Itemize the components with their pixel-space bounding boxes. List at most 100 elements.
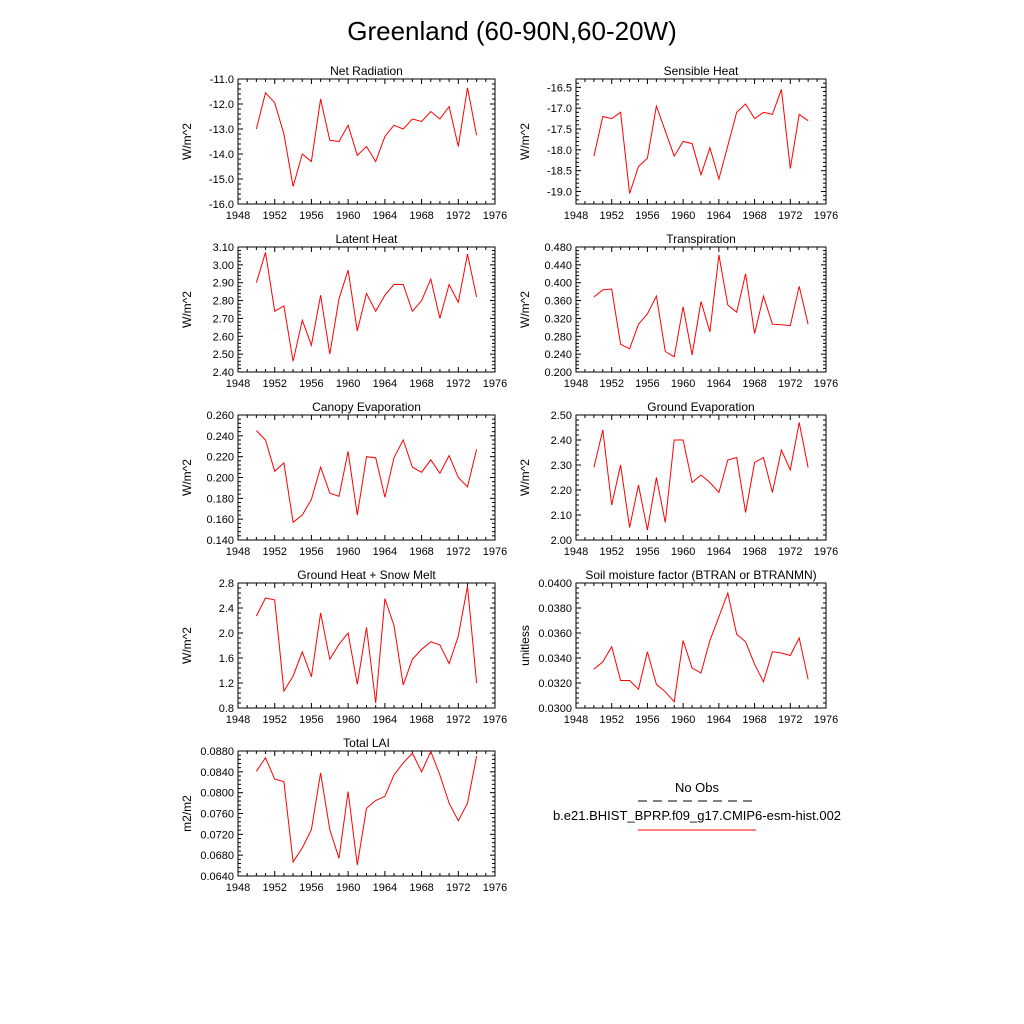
x-tick-label: 1960 xyxy=(671,210,695,222)
y-tick-label: 0.0800 xyxy=(200,788,234,800)
x-tick-label: 1976 xyxy=(483,546,507,558)
x-tick-label: 1964 xyxy=(707,546,731,558)
x-tick-label: 1964 xyxy=(373,714,397,726)
series-line xyxy=(593,254,809,358)
y-tick-label: 2.8 xyxy=(219,578,234,590)
x-tick-label: 1956 xyxy=(299,714,323,726)
y-tick-label: 1.6 xyxy=(219,653,234,665)
x-tick-label: 1964 xyxy=(373,378,397,390)
x-tick-label: 1964 xyxy=(707,210,731,222)
x-tick-label: 1968 xyxy=(742,210,766,222)
panel-title: Sensible Heat xyxy=(664,64,739,78)
y-tick-label: 2.20 xyxy=(551,485,572,497)
y-tick-label: 0.0720 xyxy=(200,829,234,841)
x-tick-label: 1968 xyxy=(409,378,433,390)
x-tick-label: 1952 xyxy=(262,714,286,726)
x-tick-label: 1956 xyxy=(299,546,323,558)
x-tick-label: 1952 xyxy=(262,210,286,222)
panel-total-lai: Total LAI m2/m2 1948 1952 1956 1960 1964 1968 19… xyxy=(180,736,507,894)
y-tick-label: 0.360 xyxy=(544,296,572,308)
x-tick-label: 1964 xyxy=(707,378,731,390)
x-tick-label: 1968 xyxy=(742,378,766,390)
y-tick-label: -11.0 xyxy=(210,74,234,86)
legend-label-model-run: b.e21.BHIST_BPRP.f09_g17.CMIP6-esm-hist.… xyxy=(553,808,841,823)
x-tick-label: 1952 xyxy=(262,882,286,894)
series-line xyxy=(593,591,809,703)
series-line xyxy=(255,87,478,187)
x-tick-label: 1960 xyxy=(671,546,695,558)
x-tick-label: 1976 xyxy=(483,714,507,726)
x-tick-label: 1948 xyxy=(564,714,588,726)
y-tick-label: 0.0640 xyxy=(200,871,234,883)
y-tick-label: 0.200 xyxy=(544,367,572,379)
x-tick-label: 1956 xyxy=(635,714,659,726)
x-tick-label: 1976 xyxy=(814,378,838,390)
x-tick-label: 1956 xyxy=(299,378,323,390)
y-tick-label: 3.00 xyxy=(213,260,234,272)
series-line xyxy=(255,586,478,704)
panel-title: Transpiration xyxy=(666,232,736,246)
series-line xyxy=(256,430,478,524)
panel-soil-moisture-factor-btran-or-btranmn: Soil moisture factor (BTRAN or BTRANMN) u… xyxy=(518,568,838,726)
x-tick-label: 1976 xyxy=(814,210,838,222)
x-tick-label: 1956 xyxy=(299,210,323,222)
panel-title: Total LAI xyxy=(343,736,390,750)
x-tick-label: 1960 xyxy=(671,714,695,726)
y-tick-label: -16.5 xyxy=(547,82,572,94)
x-tick-label: 1948 xyxy=(226,210,250,222)
series-line xyxy=(593,422,809,531)
y-tick-label: 0.8 xyxy=(219,703,234,715)
panel-canopy-evaporation: Canopy Evaporation W/m^2 1948 1952 1956 1960 1… xyxy=(180,400,507,558)
y-tick-label: -16.0 xyxy=(209,199,234,211)
x-tick-label: 1964 xyxy=(373,546,397,558)
x-tick-label: 1976 xyxy=(814,546,838,558)
x-tick-label: 1948 xyxy=(564,210,588,222)
y-axis-label: W/m^2 xyxy=(518,123,532,160)
x-tick-label: 1952 xyxy=(262,378,286,390)
legend-label-no-obs: No Obs xyxy=(675,780,720,795)
x-tick-label: 1952 xyxy=(599,546,623,558)
x-tick-label: 1952 xyxy=(599,714,623,726)
y-tick-label: -18.0 xyxy=(547,145,572,157)
y-tick-label: 2.40 xyxy=(213,367,234,379)
y-tick-label: 0.0360 xyxy=(538,628,572,640)
panel-latent-heat: Latent Heat W/m^2 1948 1952 1956 1960 1964 1968… xyxy=(180,232,507,390)
x-tick-label: 1968 xyxy=(409,882,433,894)
y-tick-label: 0.0760 xyxy=(200,809,234,821)
x-tick-label: 1956 xyxy=(299,882,323,894)
panel-title: Soil moisture factor (BTRAN or BTRANMN) xyxy=(585,568,816,582)
y-tick-label: 2.80 xyxy=(213,296,234,308)
y-tick-label: -14.0 xyxy=(209,149,234,161)
x-tick-label: 1968 xyxy=(742,546,766,558)
y-tick-label: 2.10 xyxy=(551,510,572,522)
y-axis-label: W/m^2 xyxy=(180,459,194,496)
panel-title: Ground Evaporation xyxy=(647,400,754,414)
y-tick-label: 0.440 xyxy=(544,260,572,272)
x-tick-label: 1960 xyxy=(671,378,695,390)
x-tick-label: 1968 xyxy=(409,714,433,726)
x-tick-label: 1964 xyxy=(707,714,731,726)
x-tick-label: 1972 xyxy=(446,546,470,558)
y-tick-label: 0.260 xyxy=(206,410,234,422)
y-tick-label: 0.160 xyxy=(206,514,234,526)
y-tick-label: 0.0880 xyxy=(200,746,234,758)
y-tick-label: -19.0 xyxy=(547,187,572,199)
y-tick-label: 0.0380 xyxy=(538,603,572,615)
x-tick-label: 1956 xyxy=(635,378,659,390)
x-tick-label: 1972 xyxy=(446,882,470,894)
y-tick-label: 2.4 xyxy=(219,603,234,615)
y-tick-label: -17.5 xyxy=(547,124,572,136)
main-title: Greenland (60-90N,60-20W) xyxy=(347,16,677,46)
y-tick-label: 0.0300 xyxy=(538,703,572,715)
x-tick-label: 1956 xyxy=(635,210,659,222)
panel-grid: Net Radiation W/m^2 1948 1952 1956 1960 1964 19… xyxy=(180,64,838,894)
y-tick-label: 0.240 xyxy=(544,349,572,361)
y-tick-label: 0.0400 xyxy=(538,578,572,590)
y-axis-label: m2/m2 xyxy=(180,795,194,832)
y-tick-label: 0.220 xyxy=(206,452,234,464)
panel-ground-evaporation: Ground Evaporation W/m^2 1948 1952 1956 1960 1… xyxy=(518,400,838,558)
y-tick-label: 0.200 xyxy=(206,473,234,485)
x-tick-label: 1952 xyxy=(262,546,286,558)
y-tick-label: -13.0 xyxy=(209,124,234,136)
